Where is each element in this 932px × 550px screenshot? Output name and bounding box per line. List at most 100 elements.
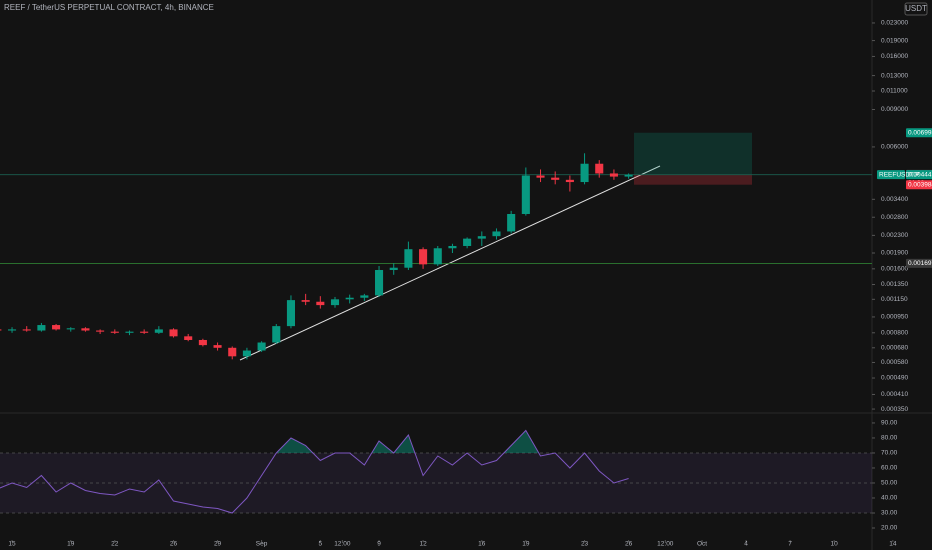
candle-body bbox=[37, 325, 46, 331]
y-tick-label: 0.016000 bbox=[881, 53, 908, 60]
y-tick-label: 80.00 bbox=[881, 435, 898, 442]
x-tick-label: 12:00 bbox=[334, 541, 351, 548]
candle-body bbox=[169, 329, 178, 337]
candle-body bbox=[565, 179, 574, 183]
candle-body bbox=[375, 270, 384, 296]
hline-price-box bbox=[906, 258, 932, 268]
last-price: 0.004441 bbox=[908, 171, 932, 178]
rsi-band bbox=[0, 452, 872, 513]
candle-body bbox=[492, 231, 501, 237]
candle-body bbox=[66, 328, 75, 330]
candle-body bbox=[330, 299, 340, 306]
candle-body bbox=[198, 339, 207, 346]
x-tick-label: 19 bbox=[522, 541, 530, 548]
candle-body bbox=[389, 267, 398, 271]
x-tick-label: 4 bbox=[744, 541, 748, 548]
hline-price: 0.001697 bbox=[908, 260, 932, 267]
candle-body bbox=[272, 326, 281, 343]
candle-body bbox=[316, 301, 325, 306]
y-tick-label: 20.00 bbox=[881, 525, 898, 532]
candle-body bbox=[433, 248, 442, 265]
candle-body bbox=[609, 173, 618, 177]
y-tick-label: 0.001150 bbox=[881, 296, 908, 303]
candle-body bbox=[419, 249, 428, 265]
y-tick-label: 0.000410 bbox=[881, 391, 908, 398]
y-tick-label: 40.00 bbox=[881, 495, 898, 502]
candle-body bbox=[521, 175, 530, 214]
position-profit bbox=[634, 132, 752, 175]
candle-body bbox=[595, 163, 604, 174]
x-tick-label: 7 bbox=[788, 541, 792, 548]
candle-body bbox=[345, 297, 354, 300]
x-tick-label: 12 bbox=[419, 541, 427, 548]
y-tick-label: 0.009000 bbox=[881, 106, 908, 113]
stop-price: 0.003984 bbox=[908, 181, 932, 188]
candle-body bbox=[110, 331, 119, 333]
candle-body bbox=[477, 236, 486, 239]
x-tick-label: 9 bbox=[377, 541, 381, 548]
candle-body bbox=[0, 329, 2, 331]
y-tick-label: 0.001600 bbox=[881, 266, 908, 273]
y-tick-label: 30.00 bbox=[881, 510, 898, 517]
x-tick-label: Sep bbox=[256, 541, 268, 548]
trend-line bbox=[239, 165, 661, 361]
chart-title: REEF / TetherUS PERPETUAL CONTRACT, 4h, … bbox=[4, 3, 214, 12]
symbol-label-box bbox=[877, 170, 905, 180]
candle-body bbox=[96, 330, 105, 332]
y-tick-label: 0.001900 bbox=[881, 250, 908, 257]
candle-body bbox=[463, 238, 472, 246]
y-tick-label: 50.00 bbox=[881, 480, 898, 487]
x-tick-label: 26 bbox=[625, 541, 633, 548]
y-tick-label: 0.000350 bbox=[881, 406, 908, 413]
x-tick-label: 15 bbox=[8, 541, 16, 548]
x-tick-label: 12:00 bbox=[657, 541, 674, 548]
candle-body bbox=[580, 163, 589, 183]
x-tick-label: 16 bbox=[478, 541, 486, 548]
y-tick-label: 0.023000 bbox=[881, 20, 908, 27]
candle-body bbox=[8, 329, 17, 331]
y-tick-label: 0.003400 bbox=[881, 196, 908, 203]
x-tick-label: 14 bbox=[889, 541, 897, 548]
candle-body bbox=[551, 177, 560, 180]
target-price: 0.006998 bbox=[908, 129, 932, 136]
y-tick-label: 0.006000 bbox=[881, 144, 908, 151]
y-tick-label: 0.019000 bbox=[881, 37, 908, 44]
candle-body bbox=[286, 300, 295, 327]
symbol-label: REEFUSDT.P bbox=[879, 171, 919, 178]
y-tick-label: 0.002300 bbox=[881, 232, 908, 239]
y-tick-label: 0.000580 bbox=[881, 359, 908, 366]
y-tick-label: 0.002800 bbox=[881, 214, 908, 221]
y-tick-label: 0.001350 bbox=[881, 281, 908, 288]
currency[interactable]: USDT bbox=[905, 4, 927, 13]
x-tick-label: 10 bbox=[831, 541, 839, 548]
x-tick-label: 22 bbox=[111, 541, 119, 548]
y-tick-label: 90.00 bbox=[881, 420, 898, 427]
candle-body bbox=[154, 329, 163, 333]
position-loss bbox=[634, 174, 752, 185]
y-tick-label: 0.000680 bbox=[881, 345, 908, 352]
candle-body bbox=[257, 342, 266, 351]
candle-body bbox=[125, 331, 134, 333]
x-tick-label: 23 bbox=[581, 541, 589, 548]
candle-body bbox=[507, 213, 516, 232]
candle-body bbox=[536, 175, 545, 178]
x-tick-label: 19 bbox=[67, 541, 75, 548]
y-tick-label: 70.00 bbox=[881, 450, 898, 457]
candle-body bbox=[140, 331, 149, 333]
y-tick-label: 0.011000 bbox=[881, 88, 908, 95]
y-tick-label: 0.000490 bbox=[881, 375, 908, 382]
target-price-box bbox=[906, 128, 932, 138]
x-tick-label: Oct bbox=[697, 541, 707, 548]
candle-body bbox=[22, 329, 31, 331]
candle-body bbox=[213, 345, 222, 348]
x-tick-label: 26 bbox=[170, 541, 178, 548]
y-tick-label: 60.00 bbox=[881, 465, 898, 472]
x-tick-label: 5 bbox=[319, 541, 323, 548]
candle-body bbox=[228, 347, 237, 357]
candle-body bbox=[404, 249, 413, 268]
x-tick-label: 29 bbox=[214, 541, 222, 548]
currency-box[interactable] bbox=[904, 2, 928, 16]
candle-body bbox=[301, 300, 310, 302]
